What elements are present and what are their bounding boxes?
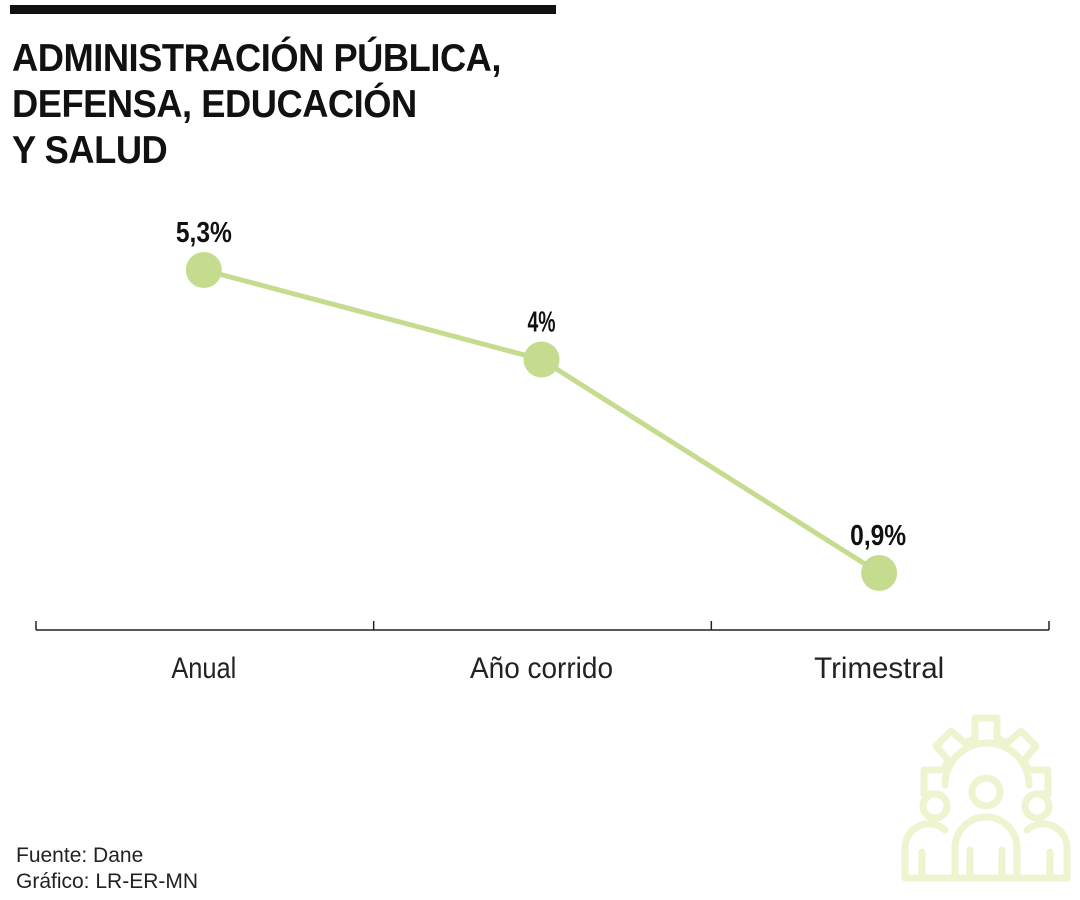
x-tick-label: Trimestral xyxy=(814,652,944,685)
data-point xyxy=(861,555,898,592)
credit-text: Gráfico: LR-ER-MN xyxy=(16,870,199,893)
title-line-2: DEFENSA, EDUCACIÓN xyxy=(12,83,417,126)
series: 5,3% 4% 0,9% xyxy=(176,217,906,592)
people-gear-icon xyxy=(901,714,1071,882)
title-line-1: ADMINISTRACIÓN PÚBLICA, xyxy=(12,37,502,80)
data-label: 4% xyxy=(528,307,556,339)
data-point xyxy=(185,252,222,288)
source-text: Fuente: Dane xyxy=(16,844,144,867)
top-rule xyxy=(10,5,556,14)
data-label: 0,9% xyxy=(850,520,906,552)
source-note: Fuente: Dane Gráfico: LR-ER-MN xyxy=(16,843,198,895)
chart-title: ADMINISTRACIÓN PÚBLICA, DEFENSA, EDUCACI… xyxy=(12,36,589,174)
x-tick-label: Anual xyxy=(171,652,236,685)
x-tick-label: Año corrido xyxy=(470,652,613,685)
data-point xyxy=(523,341,560,378)
data-label: 5,3% xyxy=(176,217,232,249)
x-axis: Anual Año corrido Trimestral xyxy=(35,621,1050,685)
title-line-3: Y SALUD xyxy=(12,129,168,172)
